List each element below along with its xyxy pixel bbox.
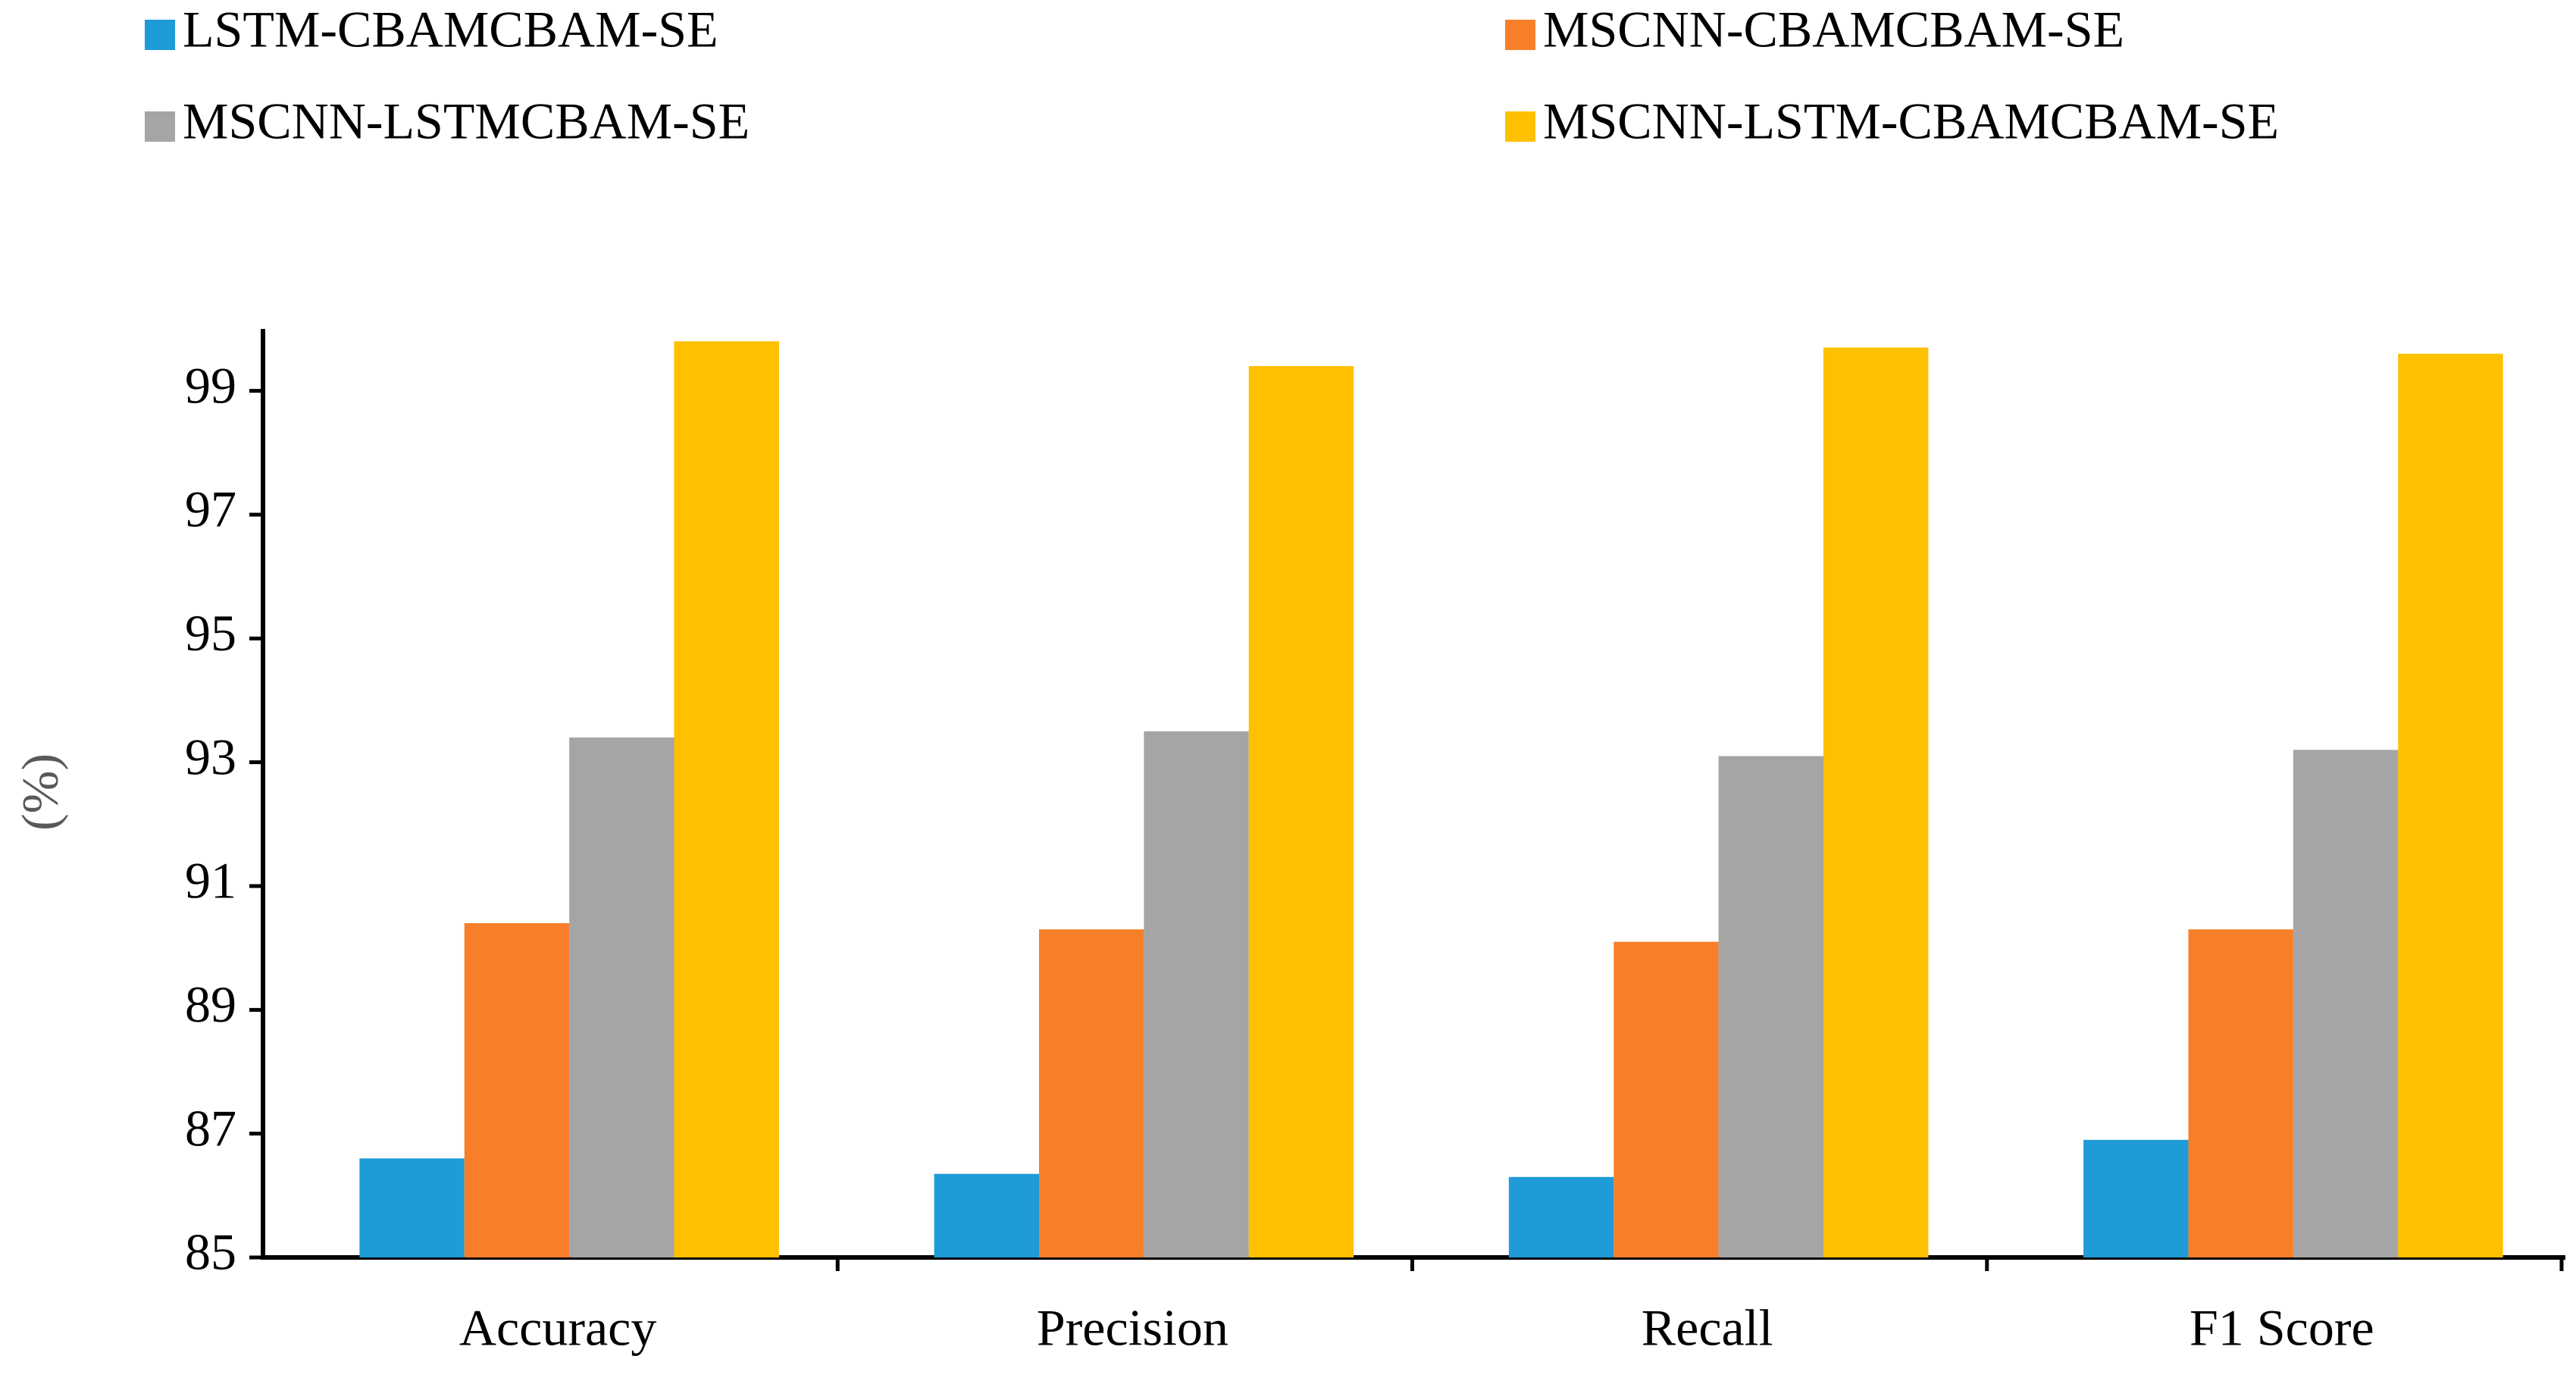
bar bbox=[1038, 929, 1144, 1257]
y-tick-label: 89 bbox=[185, 975, 236, 1033]
legend-label: MSCNN-LSTM-CBAMCBAM-SE bbox=[1543, 92, 2279, 150]
y-tick-label: 99 bbox=[185, 356, 236, 414]
x-tick-label: Accuracy bbox=[459, 1299, 656, 1357]
y-tick-label: 95 bbox=[185, 604, 236, 662]
y-tick-label: 97 bbox=[185, 481, 236, 538]
y-axis-label: (%) bbox=[11, 753, 69, 831]
legend-swatch bbox=[1505, 20, 1535, 50]
y-tick-label: 93 bbox=[185, 728, 236, 785]
y-tick-label: 91 bbox=[185, 852, 236, 910]
bar bbox=[464, 923, 570, 1257]
legend-swatch bbox=[1505, 111, 1535, 142]
x-tick-label: Recall bbox=[1642, 1299, 1773, 1357]
y-tick-label: 87 bbox=[185, 1099, 236, 1157]
bar bbox=[1614, 941, 1719, 1257]
legend-label: MSCNN-LSTMCBAM-SE bbox=[183, 92, 750, 150]
x-tick-label: F1 Score bbox=[2189, 1299, 2374, 1357]
bar bbox=[2398, 353, 2503, 1258]
bar bbox=[674, 341, 779, 1257]
bar bbox=[359, 1158, 465, 1257]
bar bbox=[2293, 750, 2399, 1257]
bar bbox=[2188, 929, 2293, 1257]
bar bbox=[1248, 366, 1354, 1257]
bar bbox=[1718, 756, 1824, 1257]
x-tick-label: Precision bbox=[1037, 1299, 1229, 1357]
bar bbox=[2083, 1139, 2189, 1257]
bar bbox=[934, 1173, 1039, 1257]
legend-label: MSCNN-CBAMCBAM-SE bbox=[1543, 1, 2124, 58]
bar bbox=[569, 737, 675, 1257]
bar bbox=[1144, 731, 1249, 1257]
legend-swatch bbox=[145, 111, 175, 142]
y-tick-label: 85 bbox=[185, 1223, 236, 1281]
bar bbox=[1508, 1176, 1614, 1257]
legend-label: LSTM-CBAMCBAM-SE bbox=[183, 1, 718, 58]
legend-swatch bbox=[145, 20, 175, 50]
bar bbox=[1823, 347, 1929, 1257]
